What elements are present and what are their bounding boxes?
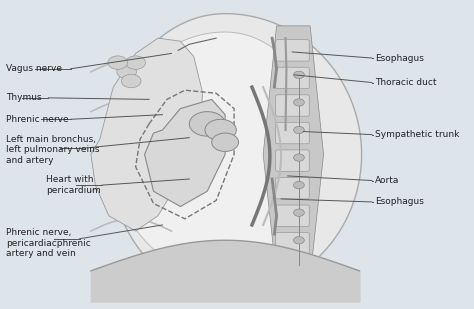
Circle shape	[189, 112, 225, 136]
FancyBboxPatch shape	[276, 40, 309, 61]
Text: Thoracic duct: Thoracic duct	[375, 78, 437, 87]
Text: Phrenic nerve,
pericardiacphrenic
artery and vein: Phrenic nerve, pericardiacphrenic artery…	[6, 228, 91, 258]
FancyBboxPatch shape	[276, 205, 309, 226]
Polygon shape	[112, 32, 322, 277]
Text: Vagus nerve: Vagus nerve	[6, 64, 62, 73]
Circle shape	[293, 99, 304, 106]
Text: Left main bronchus,
left pulmonary veins
and artery: Left main bronchus, left pulmonary veins…	[6, 135, 100, 165]
Circle shape	[117, 65, 137, 78]
Text: Aorta: Aorta	[375, 176, 400, 185]
Circle shape	[293, 71, 304, 78]
Text: Heart with
pericardium: Heart with pericardium	[46, 176, 101, 195]
FancyBboxPatch shape	[276, 95, 309, 116]
Circle shape	[212, 133, 238, 151]
FancyBboxPatch shape	[276, 122, 309, 144]
Text: Thymus: Thymus	[6, 93, 42, 102]
Text: Phrenic nerve: Phrenic nerve	[6, 115, 68, 124]
Polygon shape	[145, 99, 225, 206]
Polygon shape	[263, 26, 324, 277]
Circle shape	[205, 119, 237, 141]
Circle shape	[126, 56, 146, 69]
Text: Esophagus: Esophagus	[375, 53, 424, 62]
Text: Sympathetic trunk: Sympathetic trunk	[375, 130, 459, 139]
Polygon shape	[91, 38, 203, 231]
Circle shape	[293, 126, 304, 134]
FancyBboxPatch shape	[276, 177, 309, 199]
Circle shape	[108, 56, 128, 69]
Circle shape	[293, 181, 304, 189]
Polygon shape	[109, 14, 362, 295]
Circle shape	[293, 209, 304, 216]
FancyBboxPatch shape	[276, 67, 309, 89]
FancyBboxPatch shape	[276, 233, 309, 254]
Circle shape	[121, 74, 141, 88]
Circle shape	[293, 154, 304, 161]
Text: Esophagus: Esophagus	[375, 197, 424, 206]
FancyBboxPatch shape	[276, 150, 309, 171]
Circle shape	[293, 237, 304, 244]
